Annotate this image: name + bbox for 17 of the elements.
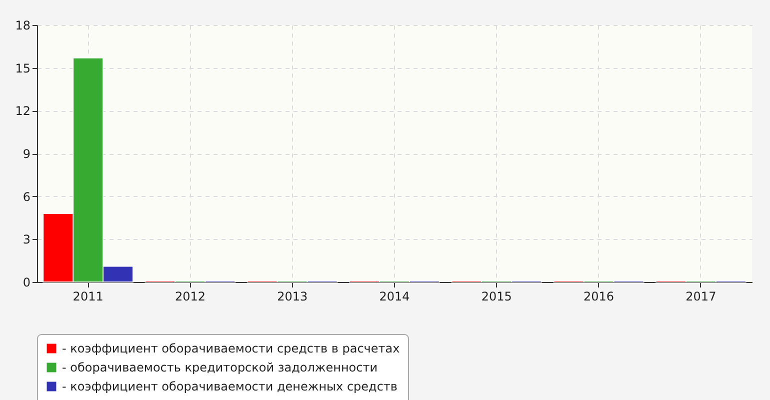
x-tick-label: 2017 <box>686 290 716 304</box>
y-tick-label: 0 <box>22 276 30 290</box>
y-tick-label: 3 <box>22 232 30 247</box>
legend-label: - коэффициент оборачиваемости средств в расчетах <box>62 342 400 356</box>
legend-label: - оборачиваемость кредиторской задолженности <box>62 360 378 374</box>
x-tick-label: 2016 <box>584 290 614 304</box>
x-tick-label: 2015 <box>481 290 512 304</box>
y-tick-label: 9 <box>22 147 30 161</box>
legend-label: - коэффициент оборачиваемости денежных средств <box>62 380 398 394</box>
x-tick-label: 2014 <box>379 290 410 304</box>
y-tick-label: 12 <box>15 104 30 118</box>
x-tick-label: 2012 <box>174 290 206 304</box>
x-tick-label: 2011 <box>72 290 104 304</box>
y-tick-label: 15 <box>15 61 30 76</box>
y-tick-label: 6 <box>22 190 30 204</box>
x-tick-label: 2013 <box>277 290 308 304</box>
y-tick-label: 18 <box>15 18 30 32</box>
